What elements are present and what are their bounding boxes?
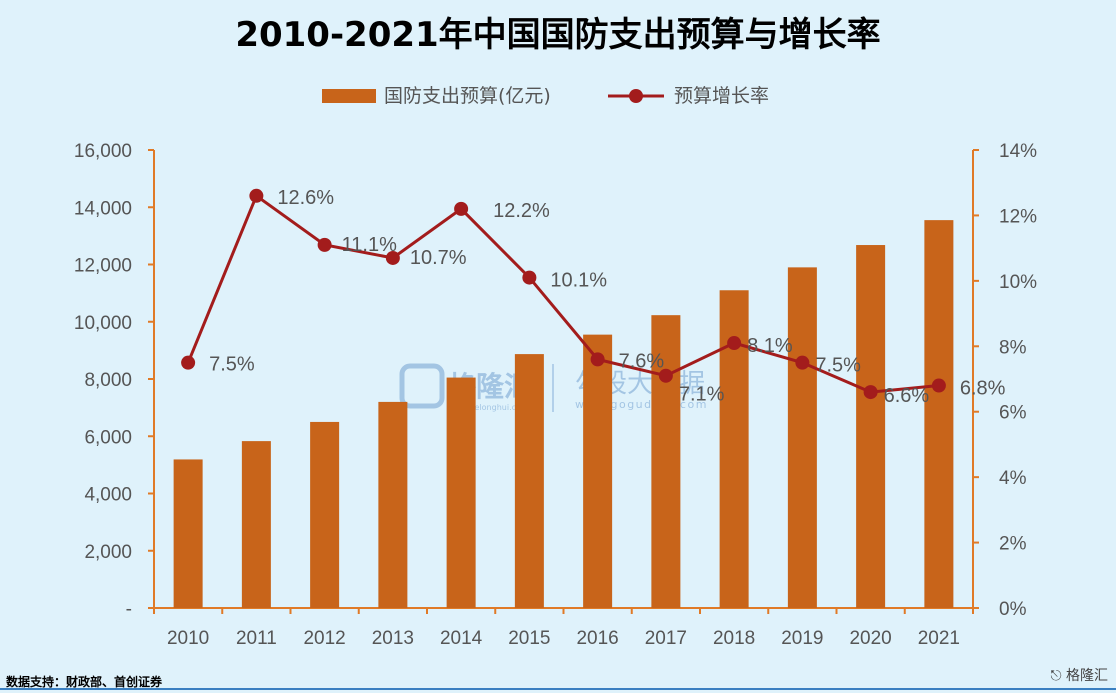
bar	[651, 315, 681, 608]
y-left-tick-label: -	[126, 599, 132, 620]
bar	[583, 334, 613, 608]
bar	[378, 401, 408, 608]
data-label: 7.6%	[619, 350, 665, 372]
footer-divider	[0, 688, 1116, 690]
x-tick-label: 2011	[236, 628, 277, 649]
x-tick-label: 2021	[918, 628, 960, 649]
growth-point	[863, 385, 878, 400]
x-tick-label: 2020	[849, 628, 891, 649]
growth-point	[249, 188, 264, 203]
y-right-tick-label: 8%	[999, 337, 1027, 358]
growth-line	[186, 193, 940, 394]
x-tick-label: 2018	[713, 628, 755, 649]
x-tick-label: 2010	[167, 628, 209, 649]
bar	[924, 220, 954, 608]
growth-point	[795, 355, 810, 370]
x-tick-label: 2015	[508, 628, 550, 649]
watermark-brand1-url: www.gelonghui.com	[448, 403, 529, 412]
y-right-tick-label: 4%	[999, 468, 1027, 489]
source-note: 数据支持：财政部、首创证券	[6, 675, 163, 689]
legend-bar-swatch	[322, 89, 376, 103]
bar	[173, 459, 203, 608]
x-tick-label: 2019	[781, 628, 823, 649]
data-label: 7.1%	[679, 384, 725, 406]
y-left-tick-label: 10,000	[74, 313, 132, 334]
growth-point	[181, 355, 196, 370]
growth-point	[317, 237, 332, 252]
y-left-tick-label: 4,000	[84, 485, 132, 506]
y-right-tick-label: 12%	[999, 206, 1037, 227]
footer-brand: ⎋ 格隆汇	[1050, 665, 1108, 685]
legend-bar-label: 国防支出预算(亿元)	[384, 85, 551, 107]
watermark-logo-icon	[399, 363, 445, 409]
data-labels: 7.5% 12.6% 11.1% 10.7% 12.2% 10.1% 7.6% 7.1% 8.1…	[209, 187, 1006, 407]
legend-line-label: 预算增长率	[674, 85, 769, 107]
bar	[241, 441, 271, 608]
legend: 国防支出预算(亿元) 预算增长率	[322, 85, 769, 107]
data-label: 8.1%	[747, 335, 793, 357]
footer-brand-icon: ⎋	[1050, 668, 1062, 684]
bar	[310, 421, 340, 608]
y-right-tick-label: 0%	[999, 599, 1027, 620]
x-tick-label: 2013	[372, 628, 414, 649]
x-tick-label: 2016	[576, 628, 618, 649]
growth-point	[658, 368, 673, 383]
y-left-tick-label: 6,000	[84, 427, 132, 448]
data-label: 12.2%	[493, 200, 550, 222]
y-left-tick-label: 14,000	[74, 198, 132, 219]
legend-line-marker	[629, 89, 643, 103]
x-tick-label: 2014	[440, 628, 483, 649]
y-right-tick-label: 10%	[999, 272, 1037, 293]
y-right-tick-label: 2%	[999, 534, 1027, 555]
y-left-tick-label: 2,000	[84, 542, 132, 563]
y-left-tick-label: 12,000	[74, 256, 132, 277]
growth-point	[522, 270, 537, 285]
y-left-tick-label: 8,000	[84, 370, 132, 391]
axes: - 2,000 4,000 6,000 8,000 10,000 12,000 14,000 1…	[74, 141, 1037, 649]
growth-line-layer	[181, 188, 946, 400]
growth-point	[931, 378, 946, 393]
bar	[514, 354, 544, 608]
y-right-tick-label: 6%	[999, 403, 1027, 424]
bars	[173, 220, 954, 608]
x-tick-label: 2012	[303, 628, 345, 649]
data-label: 7.5%	[815, 355, 861, 377]
data-label: 10.7%	[410, 247, 467, 269]
bar	[856, 245, 886, 608]
y-left-tick-label: 16,000	[74, 141, 132, 162]
x-tick-label: 2017	[645, 628, 687, 649]
growth-point	[590, 352, 605, 367]
chart-title: 2010-2021年中国国防支出预算与增长率	[235, 15, 880, 55]
data-label: 6.6%	[884, 385, 930, 407]
bar	[787, 267, 817, 608]
data-label: 11.1%	[342, 234, 397, 256]
data-label: 6.8%	[960, 378, 1006, 400]
growth-point	[385, 250, 400, 265]
data-label: 7.5%	[209, 354, 255, 376]
data-label: 12.6%	[277, 187, 334, 209]
growth-point	[727, 336, 742, 351]
bar	[446, 377, 476, 608]
footer-brand-label: 格隆汇	[1066, 668, 1108, 684]
data-label: 10.1%	[550, 270, 607, 292]
y-right-tick-label: 14%	[999, 141, 1037, 162]
growth-point	[454, 201, 469, 216]
